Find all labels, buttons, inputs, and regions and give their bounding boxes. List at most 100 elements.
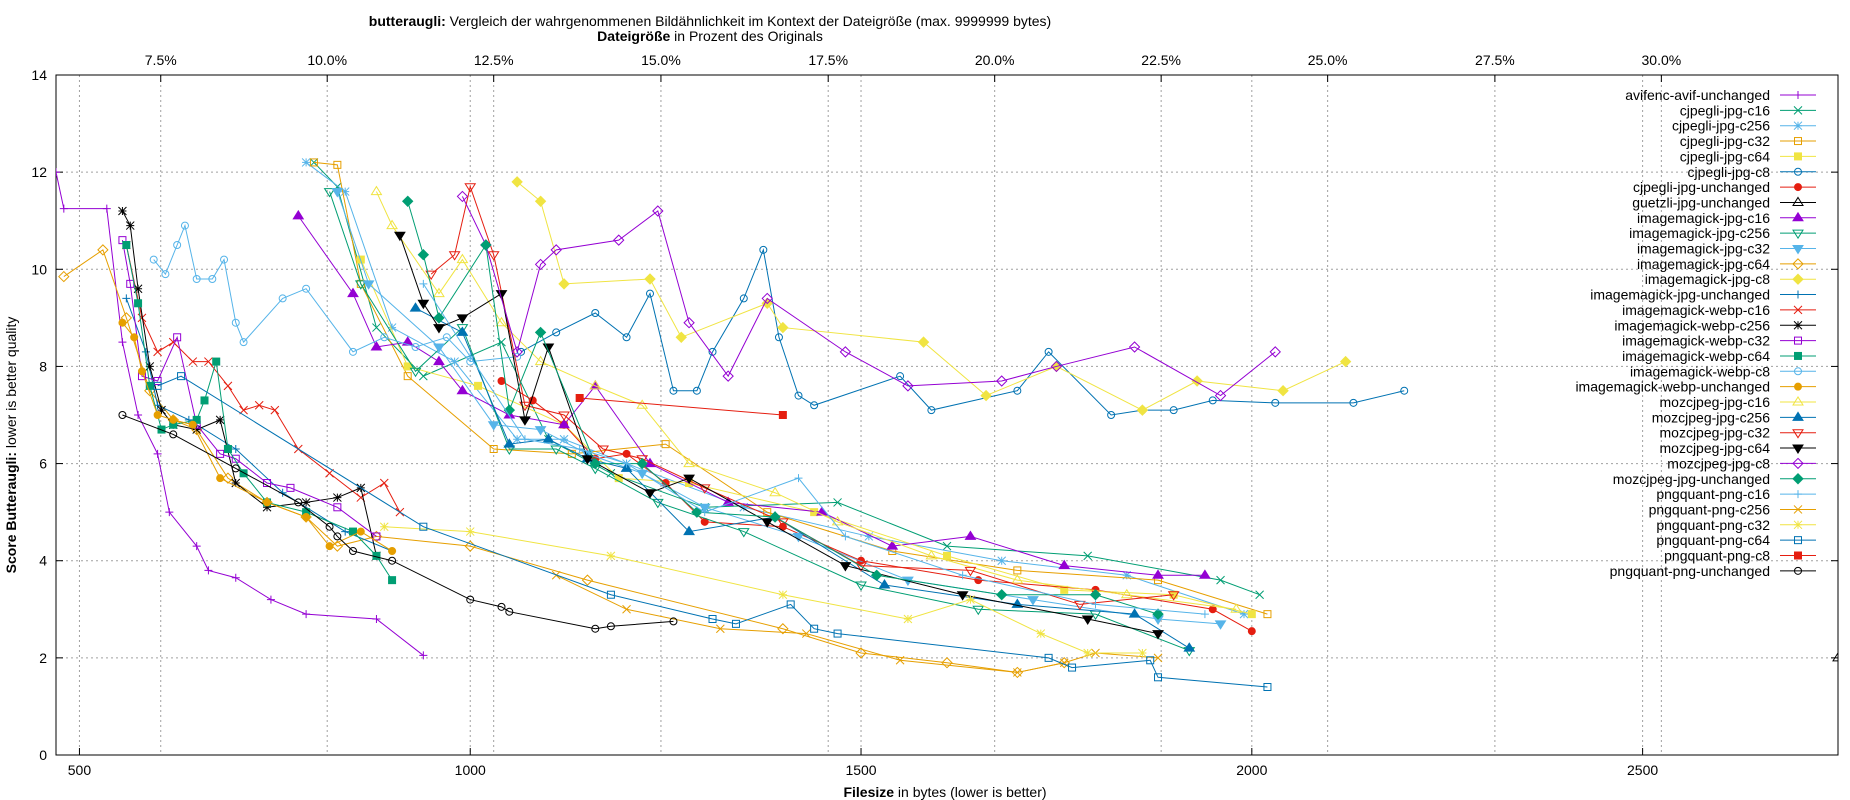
legend-item: pngquant-png-c256 bbox=[1649, 501, 1816, 517]
series-line bbox=[56, 172, 424, 656]
data-point bbox=[309, 158, 319, 167]
chart-subtitle-rest: in Prozent des Originals bbox=[670, 28, 823, 44]
data-point bbox=[839, 346, 852, 358]
data-point bbox=[466, 595, 475, 604]
data-point bbox=[896, 372, 905, 381]
legend-label: cjpegli-jpg-unchanged bbox=[1633, 179, 1770, 195]
data-point bbox=[386, 219, 398, 230]
data-point bbox=[1083, 648, 1093, 658]
data-point bbox=[239, 469, 248, 478]
data-point bbox=[542, 433, 555, 443]
data-point bbox=[204, 566, 213, 575]
legend-swatch-marker bbox=[1794, 167, 1802, 176]
data-point bbox=[465, 527, 475, 536]
data-point bbox=[1013, 566, 1022, 575]
series-line bbox=[415, 307, 1190, 649]
data-point bbox=[769, 511, 781, 523]
data-point bbox=[534, 326, 547, 339]
data-point bbox=[778, 590, 788, 600]
series-layer bbox=[56, 158, 1838, 691]
data-point bbox=[333, 503, 342, 512]
data-point bbox=[149, 255, 158, 264]
data-point bbox=[456, 190, 469, 203]
data-point bbox=[58, 270, 70, 283]
data-point bbox=[1239, 609, 1249, 619]
plot-frame bbox=[55, 74, 1839, 756]
data-point bbox=[173, 333, 182, 342]
x2-tick-label: 27.5% bbox=[1475, 52, 1515, 68]
data-point bbox=[644, 489, 656, 499]
legend-item: mozcjpeg-jpg-c32 bbox=[1660, 425, 1816, 441]
legend-label: imagemagick-jpg-c32 bbox=[1637, 241, 1770, 257]
data-point bbox=[731, 619, 740, 628]
data-point bbox=[966, 595, 975, 604]
legend-label: cjpegli-jpg-c8 bbox=[1688, 164, 1771, 180]
y-tick-label: 2 bbox=[39, 650, 47, 666]
data-point bbox=[1011, 574, 1024, 584]
data-point bbox=[1128, 608, 1141, 618]
legend-swatch-marker bbox=[1792, 457, 1804, 470]
series-imagemagick-jpg-c32 bbox=[331, 188, 1227, 630]
y-axis-label: Score Butteraugli: lower is better quali… bbox=[3, 317, 19, 574]
series-line bbox=[461, 196, 1276, 397]
legend-label: imagemagick-webp-c16 bbox=[1622, 302, 1770, 318]
legend-label: imagemagick-webp-c256 bbox=[1614, 317, 1770, 333]
data-point bbox=[266, 595, 275, 604]
data-point bbox=[739, 502, 749, 512]
data-point bbox=[997, 556, 1007, 566]
data-point bbox=[1208, 396, 1217, 405]
legend-item: imagemagick-webp-unchanged bbox=[1575, 379, 1816, 395]
data-point bbox=[302, 284, 311, 293]
data-point bbox=[456, 326, 469, 336]
data-point bbox=[433, 343, 445, 353]
data-point bbox=[692, 386, 701, 395]
data-point bbox=[188, 357, 198, 366]
legend-label: pngquant-png-c16 bbox=[1656, 486, 1770, 502]
data-point bbox=[294, 498, 303, 507]
legend-swatch-marker bbox=[1794, 183, 1802, 192]
series-cjpegli-jpg-c64 bbox=[356, 255, 1256, 619]
data-point bbox=[419, 279, 428, 288]
legend-item: pngquant-png-c32 bbox=[1656, 517, 1816, 533]
data-point bbox=[855, 562, 867, 572]
data-point bbox=[222, 472, 234, 484]
data-point bbox=[165, 508, 174, 517]
legend-swatch-marker bbox=[1792, 411, 1804, 421]
data-point bbox=[169, 415, 178, 424]
data-point bbox=[388, 576, 397, 585]
data-point bbox=[1013, 386, 1022, 395]
data-point bbox=[370, 341, 383, 351]
legend-item: cjpegli-jpg-c256 bbox=[1672, 118, 1816, 134]
legend-item: imagemagick-jpg-unchanged bbox=[1590, 287, 1816, 303]
data-point bbox=[341, 527, 350, 536]
data-point bbox=[372, 615, 381, 623]
data-point bbox=[411, 343, 420, 351]
data-point bbox=[833, 498, 842, 507]
legend-swatch-marker bbox=[1792, 473, 1804, 485]
legend-swatch-marker bbox=[1794, 367, 1802, 376]
legend-item: imagemagick-jpg-c8 bbox=[1645, 271, 1816, 287]
data-point bbox=[466, 352, 475, 361]
series-pngquant-png-c32 bbox=[379, 522, 1147, 658]
data-point bbox=[558, 411, 570, 421]
data-point bbox=[125, 221, 135, 230]
data-point bbox=[1146, 656, 1155, 665]
series-avifenc-avif-unchanged bbox=[56, 168, 428, 660]
data-point bbox=[262, 502, 272, 512]
legend-label: imagemagick-webp-unchanged bbox=[1575, 379, 1770, 395]
data-point bbox=[145, 362, 155, 371]
x2-tick-label: 12.5% bbox=[474, 52, 514, 68]
data-point bbox=[1138, 648, 1147, 658]
data-point bbox=[1167, 591, 1180, 601]
data-point bbox=[409, 302, 422, 312]
data-point bbox=[380, 333, 389, 342]
data-point bbox=[333, 493, 342, 502]
series-mozcjpeg-jpg-unchanged bbox=[402, 195, 1164, 620]
data-point bbox=[683, 474, 695, 485]
data-point bbox=[761, 518, 774, 528]
x2-tick-label: 7.5% bbox=[145, 52, 177, 68]
data-point bbox=[534, 195, 547, 207]
legend-swatch-marker bbox=[1792, 429, 1804, 439]
data-point bbox=[622, 459, 631, 468]
